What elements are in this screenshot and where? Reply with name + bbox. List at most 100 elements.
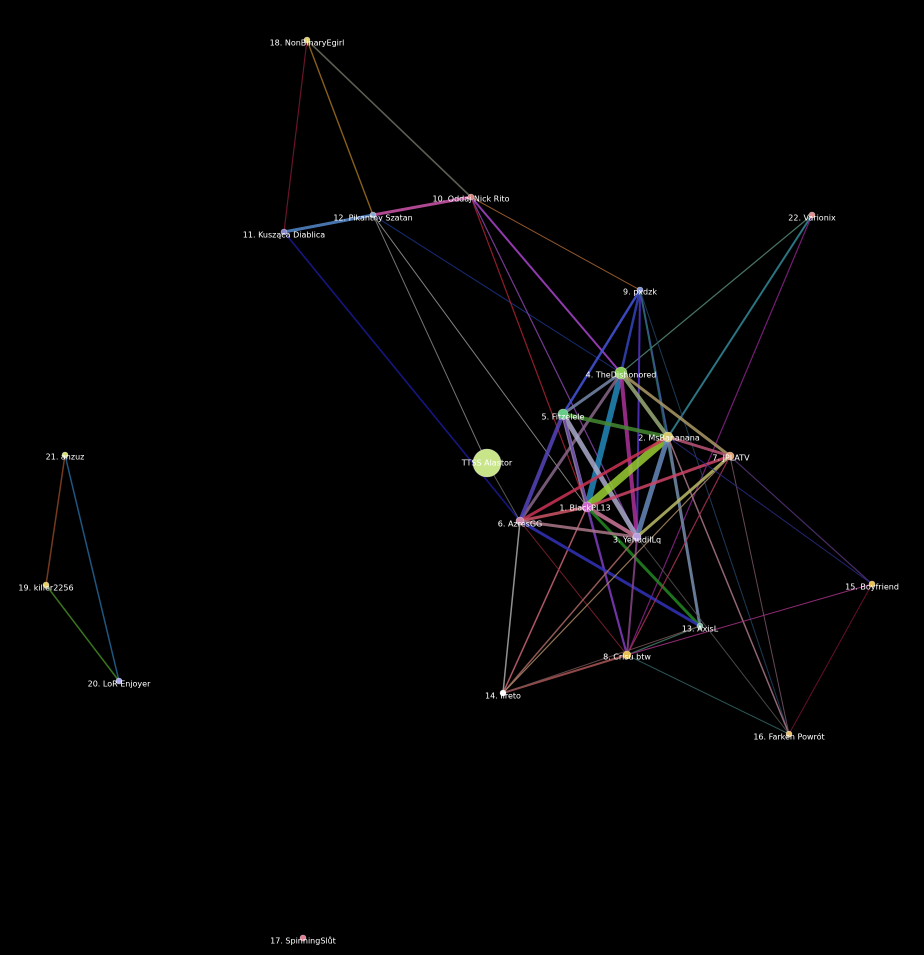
edge-n16-n15	[788, 583, 873, 735]
node-n22[interactable]	[808, 211, 816, 219]
node-tts[interactable]	[472, 448, 502, 478]
edge-n22-n4	[620, 214, 813, 374]
node-n14[interactable]	[499, 689, 507, 697]
node-label-n21: 21. anzuz	[46, 453, 85, 462]
node-n10[interactable]	[467, 193, 475, 201]
edge-n8-n16	[626, 654, 790, 735]
node-label-n2: 2. MsBananana	[638, 434, 700, 443]
node-label-n8: 8. Crisu btw	[603, 653, 651, 662]
edge-n14-n13	[502, 625, 701, 694]
edge-n12-n1	[372, 214, 588, 508]
edge-n6-n8	[519, 520, 628, 656]
node-label-n10: 10. Oddaj Nick Rito	[433, 195, 510, 204]
node-n3[interactable]	[632, 532, 642, 542]
graph-nodes	[42, 36, 876, 942]
edge-n1-n6	[519, 505, 588, 523]
edge-n4-n7	[620, 371, 731, 458]
node-n18[interactable]	[303, 36, 311, 44]
node-label-n7: 7. JPLATV	[712, 454, 750, 463]
node-label-n17: 17. SpinningSlůt	[270, 936, 336, 946]
edge-n7-n16	[729, 455, 790, 735]
edge-n12-n10	[372, 195, 472, 217]
graph-edges	[45, 39, 873, 735]
edge-n8-n13	[626, 625, 701, 656]
node-n20[interactable]	[115, 677, 123, 685]
node-label-n5: 5. Fitzelele	[542, 413, 585, 422]
edge-n11-n12	[283, 213, 374, 234]
edge-n5-n6	[518, 413, 565, 522]
edge-n5-n2	[562, 412, 669, 439]
edge-n22-n2	[667, 214, 813, 438]
node-n11[interactable]	[280, 228, 288, 236]
edge-n2-n6	[519, 435, 669, 523]
edge-n2-n7	[667, 435, 731, 458]
node-label-n11: 11. Kusząca Diablica	[243, 231, 326, 240]
edge-n21-n19	[45, 454, 66, 586]
node-label-n13: 13. AxisL	[682, 625, 719, 634]
edge-n4-n2	[619, 371, 670, 439]
node-label-n18: 18. NonBinaryEgirl	[270, 39, 345, 48]
node-label-n12: 12. Pikantny Szatan	[333, 214, 412, 223]
edge-n7-n8	[626, 455, 731, 656]
edge-n2-n1	[584, 433, 671, 511]
node-n8[interactable]	[622, 650, 632, 660]
node-n19[interactable]	[42, 581, 50, 589]
edge-n2-n15	[667, 436, 873, 585]
node-n5[interactable]	[557, 408, 569, 420]
edge-n18-n12	[306, 39, 374, 216]
node-n15[interactable]	[868, 580, 876, 588]
edge-n2-n13	[666, 436, 702, 627]
edge-n8-n15	[626, 583, 873, 656]
edge-n3-n8	[626, 536, 638, 656]
edge-n10-n4	[470, 196, 622, 374]
node-label-n14: 14. Ilreto	[485, 692, 521, 701]
node-label-n6: 6. AzresGG	[498, 520, 542, 529]
node-n4[interactable]	[614, 366, 628, 380]
edge-n4-n5	[562, 371, 622, 416]
edge-n2-n16	[667, 436, 790, 735]
edge-n18-n11	[283, 39, 308, 233]
node-n12[interactable]	[369, 211, 377, 219]
edge-n11-n6	[283, 231, 521, 522]
node-label-n19: 19. killer2256	[18, 584, 73, 593]
node-n6[interactable]	[515, 516, 525, 526]
edge-n6-n3	[519, 519, 638, 539]
edge-n10-n1	[470, 196, 588, 508]
edge-n8-n14	[502, 654, 628, 694]
edge-n9-n4	[619, 289, 642, 374]
node-n2[interactable]	[662, 431, 674, 443]
edge-n3-n14	[502, 536, 638, 694]
edge-n6-n14	[502, 520, 521, 694]
edge-n9-n5	[561, 289, 642, 415]
edge-n21-n20	[64, 454, 120, 682]
edge-n9-n3	[636, 289, 641, 538]
edge-n3-n16	[636, 536, 790, 735]
node-label-n16: 16. Farken Powrót	[753, 732, 824, 742]
edge-n9-n16	[639, 289, 790, 735]
node-n17[interactable]	[299, 934, 307, 942]
node-label-n20: 20. LoR Enjoyer	[88, 680, 151, 689]
edge-n10-n9	[470, 196, 641, 291]
node-n1[interactable]	[581, 501, 593, 513]
edge-n6-n13	[519, 519, 701, 628]
edge-n2-n3	[634, 436, 671, 538]
edge-n19-n20	[45, 584, 120, 682]
edge-n4-n1	[584, 372, 624, 508]
node-label-n15: 15. Boyfriend	[845, 583, 899, 592]
edge-n4-n3	[619, 372, 639, 538]
node-n21[interactable]	[61, 451, 69, 459]
edge-n18-n10	[306, 39, 472, 198]
edge-n3-n7	[636, 454, 731, 539]
node-n9[interactable]	[636, 286, 644, 294]
edge-n12-n4	[372, 214, 622, 374]
node-label-n4: 4. TheDishonored	[586, 371, 657, 380]
node-n13[interactable]	[696, 622, 704, 630]
node-n16[interactable]	[785, 730, 793, 738]
graph-labels: TTSS Alastor 1. BlackPL13 2. MsBananana 3. …	[18, 39, 898, 946]
edge-n1-n14	[502, 506, 588, 694]
edge-n1-n3	[585, 505, 639, 539]
edge-n10-n3	[470, 196, 638, 538]
node-n7[interactable]	[725, 451, 735, 461]
node-label-n9: 9. pxdzk	[623, 288, 657, 297]
